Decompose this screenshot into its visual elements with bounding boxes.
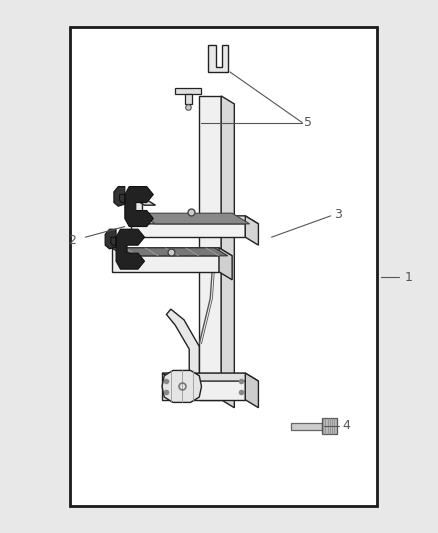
Polygon shape bbox=[142, 213, 250, 224]
Polygon shape bbox=[199, 96, 221, 400]
Polygon shape bbox=[131, 197, 155, 205]
Polygon shape bbox=[131, 216, 245, 237]
Polygon shape bbox=[112, 248, 232, 256]
Polygon shape bbox=[162, 373, 245, 400]
Polygon shape bbox=[166, 309, 199, 373]
Polygon shape bbox=[291, 423, 322, 430]
Polygon shape bbox=[131, 216, 258, 224]
Text: 5: 5 bbox=[304, 116, 312, 129]
Polygon shape bbox=[120, 248, 228, 256]
Polygon shape bbox=[162, 370, 201, 402]
Polygon shape bbox=[131, 197, 142, 216]
Polygon shape bbox=[116, 229, 145, 269]
Polygon shape bbox=[245, 373, 258, 408]
Text: 4: 4 bbox=[343, 419, 350, 432]
Bar bbox=[70, 27, 377, 506]
Polygon shape bbox=[112, 248, 219, 272]
Polygon shape bbox=[322, 418, 337, 434]
Polygon shape bbox=[105, 229, 116, 249]
Text: 2: 2 bbox=[68, 235, 76, 247]
Polygon shape bbox=[208, 45, 228, 72]
Polygon shape bbox=[221, 96, 234, 408]
Polygon shape bbox=[219, 248, 232, 280]
Polygon shape bbox=[114, 187, 125, 206]
Text: 3: 3 bbox=[334, 208, 342, 221]
Text: 1: 1 bbox=[405, 271, 413, 284]
Polygon shape bbox=[245, 216, 258, 245]
Polygon shape bbox=[175, 88, 201, 94]
Polygon shape bbox=[125, 187, 153, 227]
Polygon shape bbox=[162, 373, 258, 381]
Polygon shape bbox=[185, 94, 192, 104]
